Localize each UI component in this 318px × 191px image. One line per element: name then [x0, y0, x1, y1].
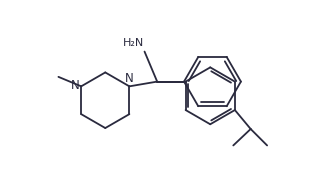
Text: N: N — [71, 79, 80, 92]
Text: H₂N: H₂N — [123, 38, 144, 48]
Text: N: N — [125, 72, 134, 85]
